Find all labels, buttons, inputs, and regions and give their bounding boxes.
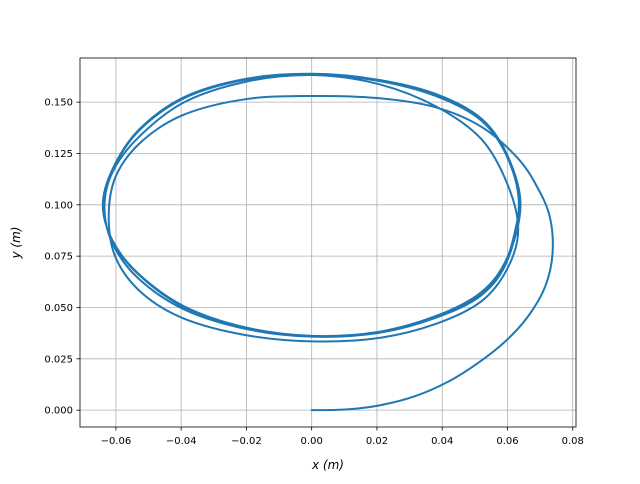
series-layer	[101, 72, 554, 412]
x-tick-label: 0.08	[562, 436, 584, 447]
y-tick-label: 0.100	[44, 200, 73, 211]
x-tick-label: 0.02	[366, 436, 388, 447]
y-tick-label: 0.000	[44, 406, 73, 417]
y-axis-label: y (m)	[9, 227, 23, 260]
x-axis-ticks: −0.06 −0.04 −0.02 0.00 0.02 0.04 0.06 0.08	[101, 427, 584, 447]
x-tick-label: 0.04	[431, 436, 453, 447]
x-tick-label: −0.02	[231, 436, 262, 447]
x-axis-label: x (m)	[311, 458, 344, 472]
x-tick-label: 0.00	[301, 436, 323, 447]
grid	[80, 58, 576, 427]
x-tick-label: −0.04	[166, 436, 197, 447]
trajectory-line	[101, 72, 554, 412]
y-tick-label: 0.075	[44, 252, 73, 263]
y-tick-label: 0.150	[44, 98, 73, 109]
y-tick-label: 0.025	[44, 354, 73, 365]
x-tick-label: 0.06	[496, 436, 518, 447]
x-tick-label: −0.06	[101, 436, 132, 447]
y-tick-label: 0.125	[44, 149, 73, 160]
y-tick-label: 0.050	[44, 303, 73, 314]
y-axis-ticks: 0.000 0.025 0.050 0.075 0.100 0.125 0.150	[44, 98, 80, 417]
plot-area-frame	[79, 57, 577, 428]
